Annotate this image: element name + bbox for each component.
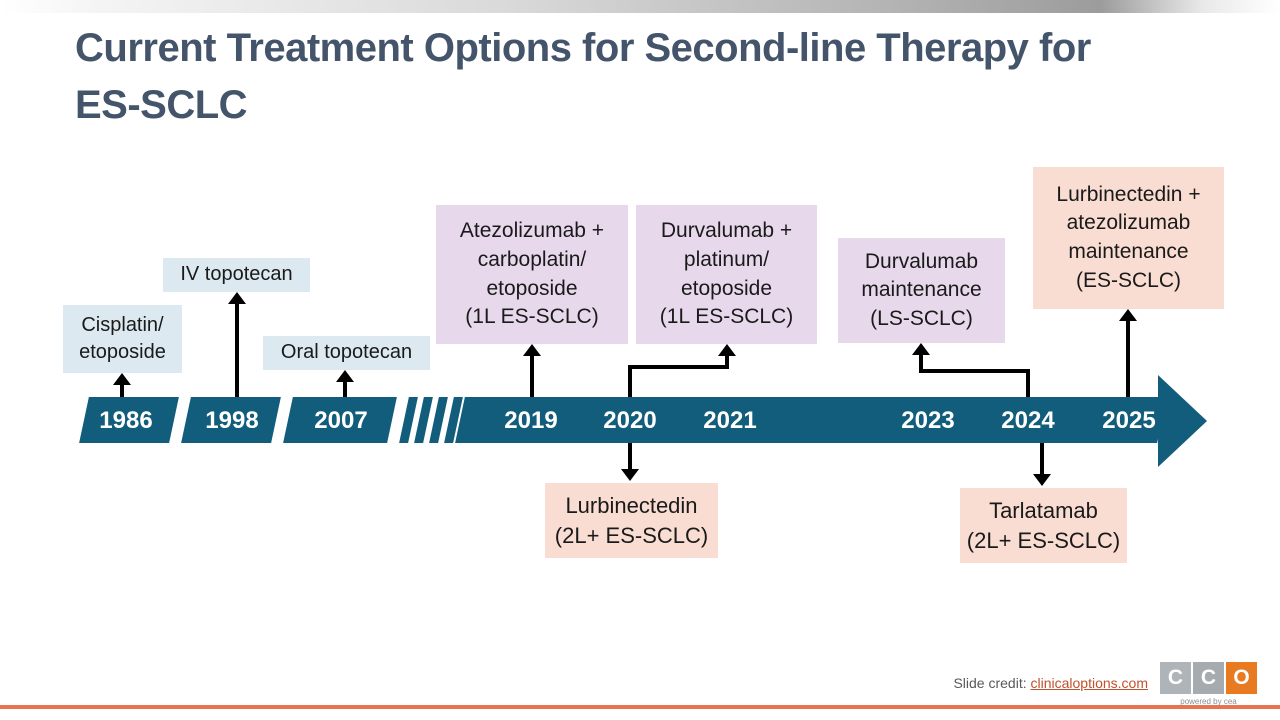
arrow-up-icon <box>523 344 541 356</box>
slide-credit-label: Slide credit: <box>953 675 1031 691</box>
cco-logo-letter-3: O <box>1226 662 1257 694</box>
slide-credit-link[interactable]: clinicaloptions.com <box>1030 675 1149 691</box>
arrow-up-icon <box>228 292 246 304</box>
event-box-tarlatamab-2l: Tarlatamab (2L+ ES-SCLC) <box>960 488 1127 563</box>
event-box-iv-topotecan: IV topotecan <box>163 258 310 292</box>
event-box-lurbinectedin-2l: Lurbinectedin (2L+ ES-SCLC) <box>545 483 718 558</box>
slide-credit: Slide credit: clinicaloptions.com <box>953 675 1148 691</box>
event-box-oral-topotecan: Oral topotecan <box>263 336 430 370</box>
arrow-shaft <box>530 355 534 397</box>
year-label-2024: 2024 <box>1001 407 1055 434</box>
timeline-arrowhead-icon <box>1158 375 1207 467</box>
timeline-segment-modern <box>455 397 1167 443</box>
arrow-shaft <box>919 369 1030 373</box>
event-box-durvalumab-1l: Durvalumab + platinum/ etoposide (1L ES-… <box>636 205 817 344</box>
arrow-shaft <box>628 443 632 470</box>
event-box-durvalumab-maintenance: Durvalumab maintenance (LS-SCLC) <box>838 238 1005 343</box>
year-label-2023: 2023 <box>901 407 955 434</box>
cco-logo-letter-1: C <box>1160 662 1191 694</box>
event-box-atezolizumab-1l: Atezolizumab + carboplatin/ etoposide (1… <box>436 205 628 344</box>
arrow-down-icon <box>1033 474 1051 486</box>
arrow-shaft <box>235 303 239 397</box>
arrow-shaft <box>1040 443 1044 475</box>
year-label-1986: 1986 <box>99 407 153 434</box>
arrow-up-icon <box>113 373 131 385</box>
arrow-shaft <box>1126 320 1130 397</box>
arrow-up-icon <box>336 370 354 382</box>
event-box-cisplatin-etoposide: Cisplatin/ etoposide <box>63 305 182 373</box>
arrow-shaft <box>919 355 923 373</box>
arrow-shaft <box>120 384 124 397</box>
arrow-shaft <box>1026 373 1030 397</box>
arrow-shaft <box>628 365 729 369</box>
arrow-shaft <box>628 367 632 397</box>
year-label-2019: 2019 <box>504 407 558 434</box>
cco-logo: C C O <box>1160 662 1257 694</box>
year-label-1998: 1998 <box>205 407 259 434</box>
page-title: Current Treatment Options for Second-lin… <box>75 26 1091 127</box>
arrow-up-icon <box>1119 309 1137 321</box>
year-label-2021: 2021 <box>703 407 757 434</box>
arrow-up-icon <box>912 343 930 355</box>
year-label-2020: 2020 <box>603 407 657 434</box>
cco-powered-by: powered by cea <box>1180 697 1237 706</box>
event-box-lurbinectedin-atezolizumab-maintenance: Lurbinectedin + atezolizumab maintenance… <box>1033 167 1224 309</box>
arrow-up-icon <box>718 344 736 356</box>
year-label-2007: 2007 <box>314 407 368 434</box>
arrow-shaft <box>343 381 347 397</box>
bottom-accent-bar <box>0 705 1280 709</box>
arrow-shaft <box>725 355 729 369</box>
year-label-2025: 2025 <box>1102 407 1156 434</box>
arrow-down-icon <box>621 469 639 481</box>
top-gradient-bar <box>0 0 1280 13</box>
cco-logo-letter-2: C <box>1193 662 1224 694</box>
